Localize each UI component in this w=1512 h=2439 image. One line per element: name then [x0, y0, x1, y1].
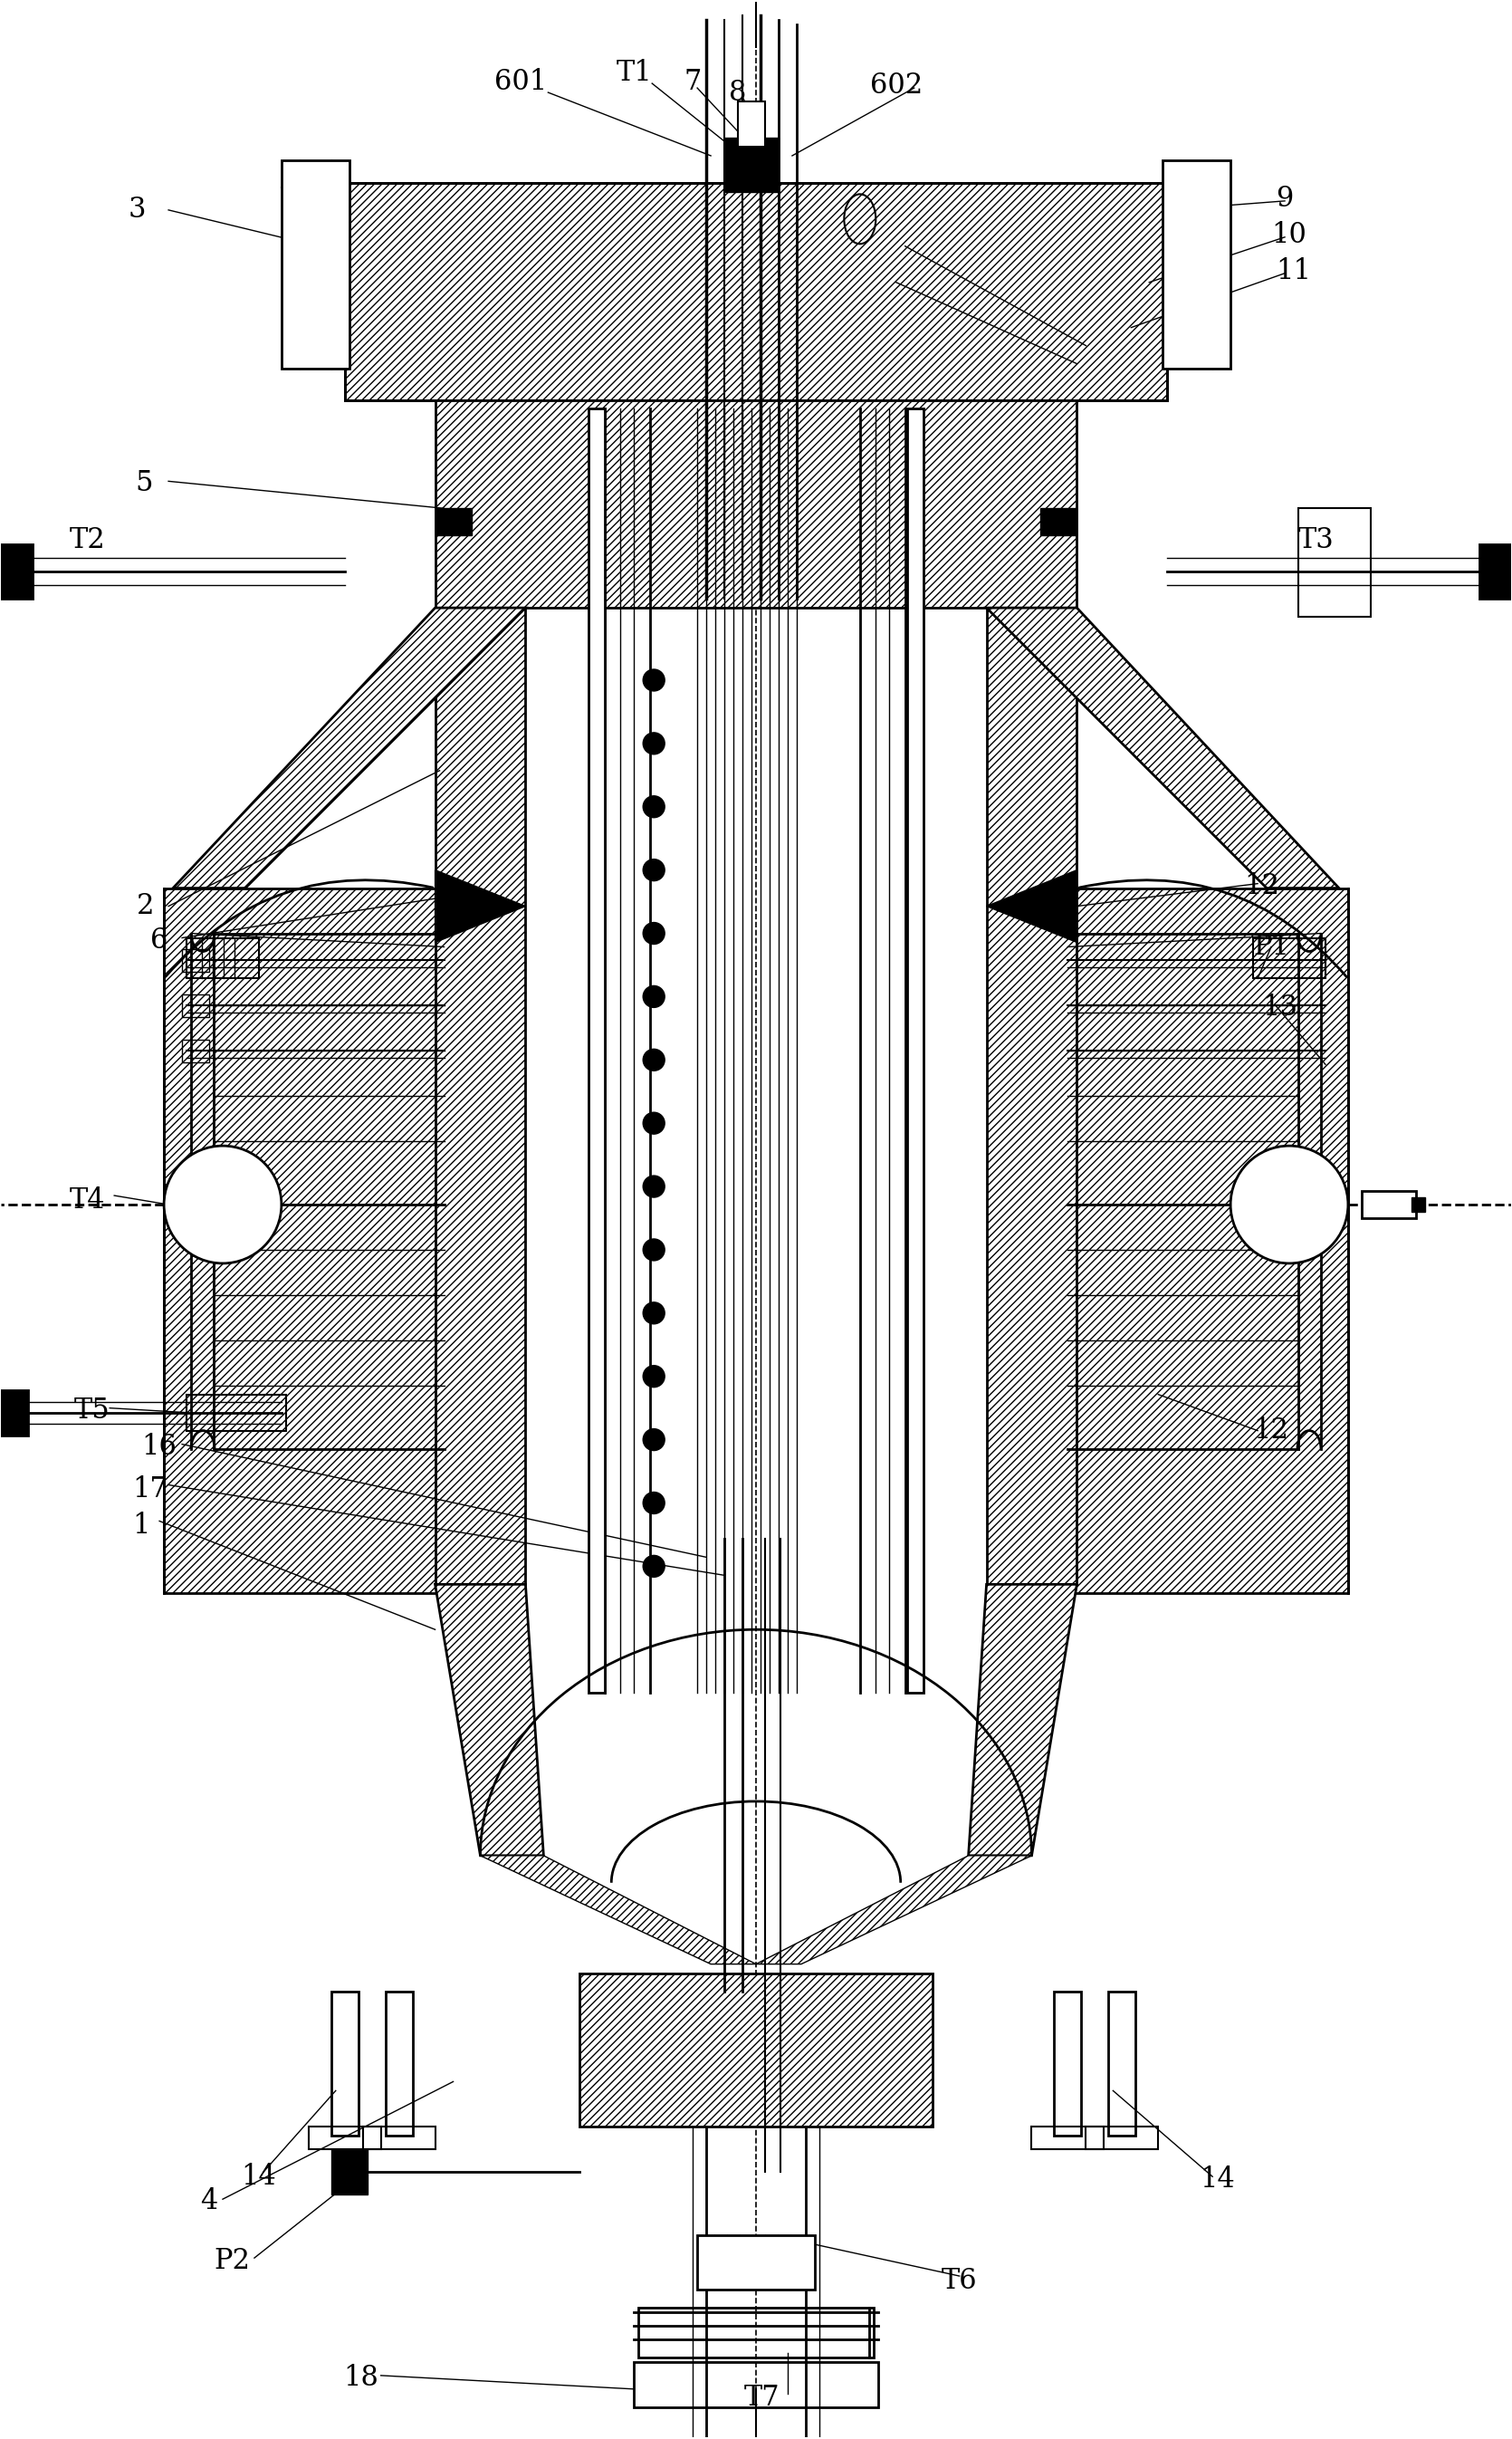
Bar [331, 2149, 367, 2195]
Text: T7: T7 [744, 2383, 780, 2412]
Text: 5: 5 [135, 468, 153, 498]
Circle shape [643, 1239, 665, 1261]
Bar [1054, 1990, 1081, 2137]
Polygon shape [435, 871, 526, 941]
Bar [331, 1990, 358, 2137]
Circle shape [643, 1302, 665, 1324]
Text: 12: 12 [1253, 1417, 1288, 1444]
Bar [634, 2361, 878, 2407]
Bar [281, 161, 349, 368]
Bar [638, 2307, 874, 2359]
Bar [1362, 1190, 1415, 1217]
Circle shape [643, 1493, 665, 1515]
Text: 17: 17 [133, 1476, 168, 1502]
Circle shape [643, 922, 665, 944]
Text: P1: P1 [1253, 932, 1290, 961]
Text: 8: 8 [729, 78, 747, 107]
Circle shape [643, 668, 665, 690]
Bar [435, 607, 526, 1585]
Polygon shape [481, 1856, 756, 1963]
Text: 16: 16 [142, 1432, 177, 1461]
Bar [386, 1990, 413, 2137]
Bar [588, 410, 605, 1693]
Circle shape [643, 1176, 665, 1198]
Circle shape [643, 1049, 665, 1071]
Circle shape [643, 1366, 665, 1388]
Text: 2: 2 [138, 893, 154, 920]
Text: 4: 4 [201, 2188, 218, 2215]
Bar [181, 949, 209, 973]
Bar [1040, 507, 1077, 537]
Bar [1108, 1990, 1136, 2137]
Text: 13: 13 [1263, 993, 1297, 1022]
Polygon shape [172, 607, 526, 888]
Bar [1299, 507, 1371, 617]
Text: 3: 3 [129, 195, 145, 224]
Bar [1479, 544, 1510, 600]
Bar [986, 607, 1077, 1585]
Text: 602: 602 [869, 71, 922, 100]
Polygon shape [435, 1585, 544, 1856]
Bar [1411, 1198, 1424, 1212]
Text: 7: 7 [683, 68, 702, 95]
Circle shape [163, 1146, 281, 1263]
Bar [186, 939, 259, 978]
Text: 601: 601 [494, 68, 547, 95]
Bar [435, 400, 1077, 607]
Bar [1253, 939, 1326, 978]
Text: T2: T2 [70, 527, 106, 554]
Bar [2, 1390, 29, 1434]
Bar [181, 995, 209, 1017]
Bar [579, 1973, 933, 2127]
Bar [1163, 161, 1231, 368]
Circle shape [643, 859, 665, 880]
Bar [1067, 888, 1349, 1593]
Polygon shape [968, 1585, 1077, 1856]
Circle shape [643, 985, 665, 1007]
Text: 12: 12 [1244, 873, 1279, 900]
Bar [186, 1395, 286, 1432]
Circle shape [643, 1556, 665, 1578]
Bar [181, 1039, 209, 1063]
Bar [1031, 2127, 1104, 2149]
Bar [724, 137, 779, 193]
Text: T6: T6 [942, 2266, 977, 2295]
Polygon shape [986, 607, 1340, 888]
Text: 1: 1 [133, 1512, 150, 1539]
Text: 10: 10 [1272, 222, 1306, 249]
Bar [363, 2127, 435, 2149]
Text: 9: 9 [1276, 185, 1293, 212]
Circle shape [643, 732, 665, 754]
Bar [163, 888, 445, 1593]
Text: 11: 11 [1276, 259, 1311, 285]
Bar [697, 2234, 815, 2290]
Bar [1086, 2127, 1158, 2149]
Bar [907, 410, 924, 1693]
Circle shape [643, 1429, 665, 1451]
Text: T4: T4 [70, 1185, 104, 1215]
Circle shape [1231, 1146, 1349, 1263]
Bar [2, 544, 33, 600]
Bar [738, 102, 765, 146]
Text: T5: T5 [74, 1398, 110, 1424]
Text: T1: T1 [615, 59, 652, 88]
Circle shape [643, 795, 665, 817]
Polygon shape [756, 1856, 1031, 1963]
Bar [435, 507, 472, 537]
Polygon shape [986, 871, 1077, 941]
Text: P2: P2 [213, 2246, 249, 2276]
Text: 6: 6 [151, 927, 168, 954]
Circle shape [643, 1112, 665, 1134]
Bar [345, 183, 1167, 400]
Text: 18: 18 [343, 2363, 378, 2393]
Text: 14: 14 [1199, 2166, 1234, 2193]
Text: 14: 14 [242, 2163, 277, 2190]
Bar [308, 2127, 381, 2149]
Text: T3: T3 [1299, 527, 1335, 554]
